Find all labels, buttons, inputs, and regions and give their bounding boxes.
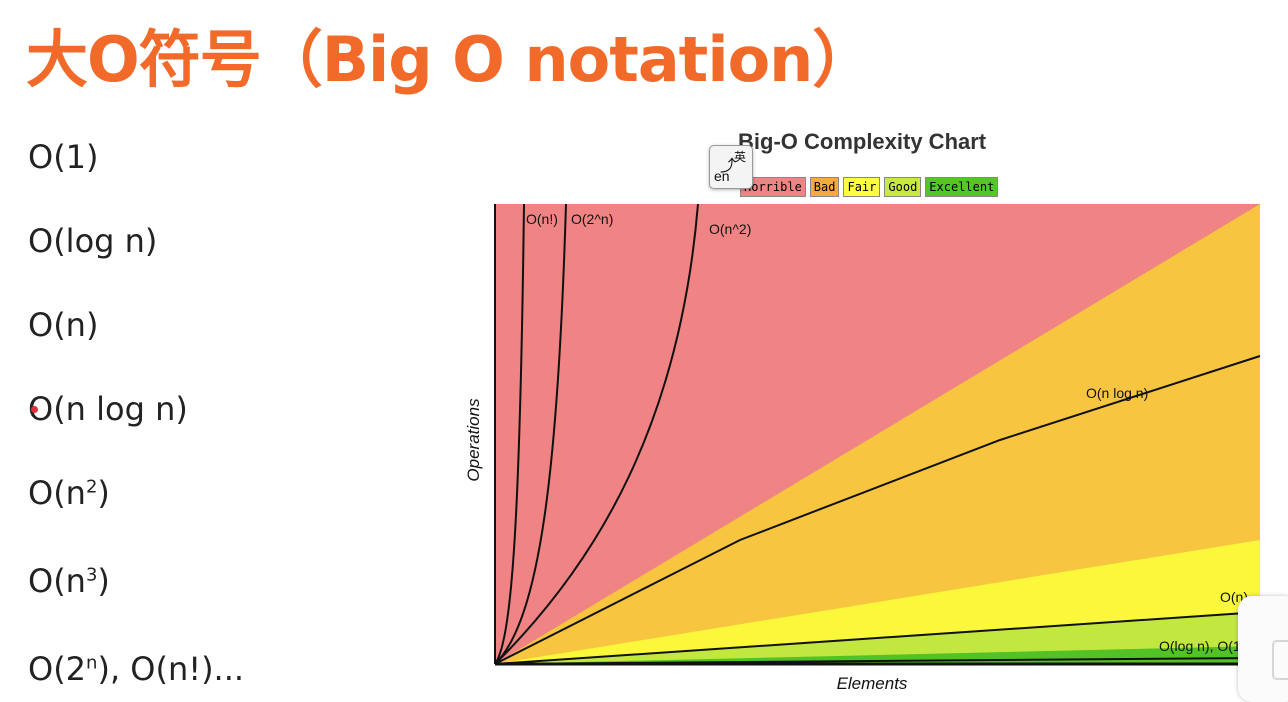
big-o-chart: O(n!) O(2^n) O(n^2) O(n log n) O(n) O(lo… <box>440 120 1288 702</box>
pointer-dot <box>31 406 38 413</box>
label-nlogn: O(n log n) <box>1086 385 1148 401</box>
switch-arrow-icon: ⤴ <box>720 158 737 175</box>
complexity-item: O(n) <box>28 306 99 344</box>
complexity-item: O(n2) <box>28 474 110 512</box>
complexity-item: O(log n) <box>28 222 158 260</box>
legend-bad: Bad <box>809 177 840 197</box>
label-factorial: O(n!) <box>526 211 558 227</box>
ime-en-label: en <box>714 168 730 184</box>
curve-exponential <box>494 203 567 665</box>
legend-good: Good <box>884 177 922 197</box>
label-exponential: O(2^n) <box>571 211 613 227</box>
curve-nlogn <box>494 355 1261 665</box>
y-axis-label: Operations <box>464 398 483 482</box>
chart-title: Big-O Complexity Chart <box>738 129 987 154</box>
complexity-item: O(2n), O(n!)... <box>28 650 245 688</box>
panel-icon <box>1272 640 1288 680</box>
label-log-const: O(log n), O(1) <box>1159 638 1245 654</box>
floating-side-widget[interactable] <box>1238 596 1288 702</box>
chart-svg: O(n!) O(2^n) O(n^2) O(n log n) O(n) O(lo… <box>464 129 1261 693</box>
ime-toggle-button[interactable]: ⤴ 英 en <box>709 145 753 189</box>
complexity-item: O(n log n) <box>28 390 188 428</box>
complexity-item: O(n3) <box>28 562 110 600</box>
x-axis-label: Elements <box>837 674 908 693</box>
ime-zh-label: 英 <box>734 150 747 164</box>
label-quadratic: O(n^2) <box>709 221 751 237</box>
legend-horrible: Horrible <box>740 177 806 197</box>
curve-linear <box>494 611 1261 665</box>
curve-factorial <box>494 203 525 665</box>
slide-title: 大O符号（Big O notation） <box>26 23 874 96</box>
legend-fair: Fair <box>843 177 881 197</box>
curve-quadratic <box>494 203 699 665</box>
chart-legend: Horrible Bad Fair Good Excellent <box>740 177 999 197</box>
complexity-item: O(1) <box>28 138 99 176</box>
legend-excellent: Excellent <box>925 177 999 197</box>
zone-bad <box>495 204 1260 664</box>
